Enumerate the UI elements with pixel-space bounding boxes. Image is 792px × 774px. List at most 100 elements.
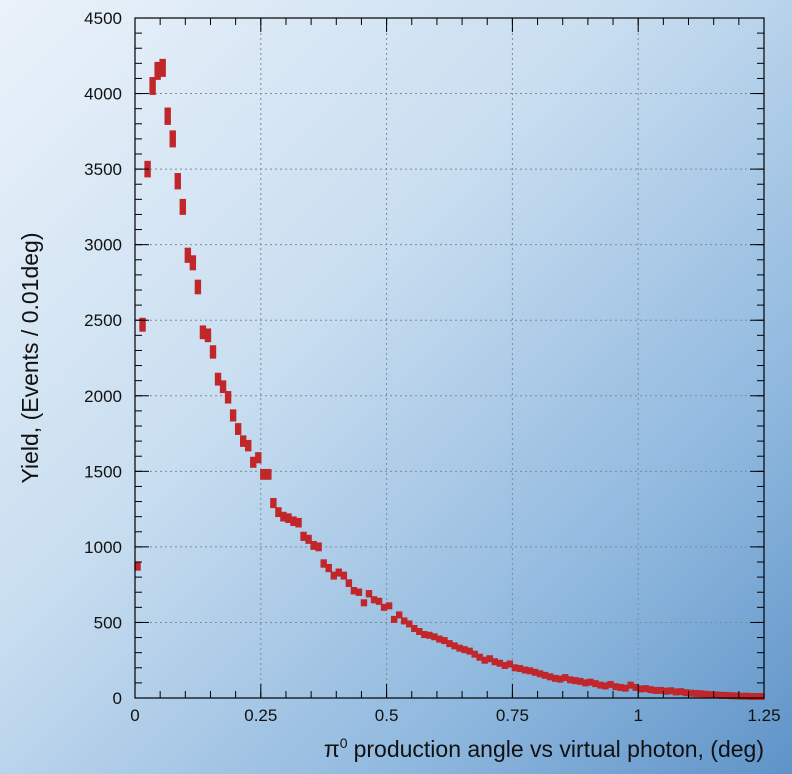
y-tick-label: 2000 (84, 387, 122, 406)
data-point (214, 372, 222, 386)
data-point (390, 615, 398, 623)
data-point (632, 683, 639, 691)
data-point (587, 678, 594, 686)
x-axis-title: π0 production angle vs virtual photon, (d… (324, 735, 764, 762)
data-point (733, 692, 740, 700)
data-point (728, 692, 735, 700)
data-point (340, 571, 348, 580)
data-point (436, 635, 443, 643)
data-point (572, 677, 579, 685)
data-point (365, 590, 373, 598)
x-tick-label: 1.25 (747, 706, 780, 725)
data-point (486, 655, 493, 663)
data-point (441, 637, 448, 645)
data-point (385, 602, 393, 610)
data-point (471, 650, 478, 658)
data-point (250, 456, 257, 468)
data-point (642, 685, 649, 693)
data-point (411, 624, 418, 632)
plot-frame (134, 17, 765, 699)
data-point (380, 603, 388, 611)
y-tick-label: 3000 (84, 236, 122, 255)
data-point (491, 658, 498, 666)
data-point (551, 674, 559, 682)
data-point (647, 686, 654, 694)
data-point (652, 686, 660, 694)
data-point (481, 656, 488, 664)
data-point (657, 686, 665, 694)
data-point (260, 468, 267, 480)
axis-ticks (134, 17, 765, 699)
data-point (270, 498, 277, 509)
data-point (672, 688, 680, 696)
data-point (446, 640, 453, 648)
y-tick-label: 3500 (84, 160, 122, 179)
data-point (426, 631, 433, 639)
data-point (612, 683, 619, 691)
x-axis-title-symbol: π (324, 736, 340, 762)
data-point (330, 571, 337, 580)
y-tick-label: 4500 (84, 9, 122, 28)
data-point (617, 683, 624, 691)
data-point (209, 345, 217, 359)
data-point (743, 692, 750, 700)
data-points (134, 58, 765, 700)
x-axis-title-text: production angle vs virtual photon, (deg… (354, 736, 764, 762)
grid (135, 18, 764, 698)
data-point (300, 531, 307, 541)
data-point (697, 690, 705, 698)
data-point (134, 562, 141, 571)
data-point (395, 611, 403, 619)
data-point (456, 644, 463, 652)
data-point (627, 681, 634, 689)
data-point (602, 682, 609, 690)
data-point (702, 690, 710, 698)
data-point (546, 673, 554, 681)
data-point (204, 328, 212, 343)
data-point (375, 597, 383, 605)
data-point (501, 662, 509, 670)
data-point (229, 409, 237, 422)
data-point (516, 665, 524, 673)
data-point (723, 691, 730, 699)
data-point (758, 692, 765, 700)
x-tick-label: 1 (633, 706, 642, 725)
data-point (280, 511, 287, 522)
data-point (707, 691, 715, 699)
data-point (718, 691, 725, 699)
data-point (748, 692, 755, 700)
data-point (219, 380, 227, 394)
x-tick-label: 0.25 (244, 706, 277, 725)
data-point (541, 671, 549, 679)
data-point (370, 596, 378, 604)
data-point (506, 660, 514, 668)
data-point (224, 391, 232, 404)
data-point (607, 680, 614, 688)
data-point (149, 77, 156, 95)
y-tick-label: 2500 (84, 311, 122, 330)
plot-background (135, 18, 764, 698)
data-point (582, 679, 589, 687)
data-point (476, 653, 483, 661)
data-point (245, 439, 252, 452)
data-point (421, 631, 428, 639)
data-point (461, 646, 468, 654)
data-point (290, 516, 297, 526)
data-point (184, 247, 192, 263)
x-tick-label: 0.75 (496, 706, 529, 725)
data-point (255, 452, 262, 464)
data-point (496, 659, 504, 667)
data-point (239, 435, 247, 447)
data-point (189, 255, 197, 271)
data-point (360, 599, 368, 607)
data-point (692, 689, 700, 697)
data-point (557, 675, 564, 683)
y-tick-label: 0 (113, 689, 122, 708)
data-point (325, 563, 332, 573)
x-axis-title-superscript: 0 (340, 735, 348, 751)
y-tick-label: 1000 (84, 538, 122, 557)
data-point (335, 568, 342, 577)
data-point (416, 628, 423, 636)
x-tick-label: 0.5 (375, 706, 399, 725)
